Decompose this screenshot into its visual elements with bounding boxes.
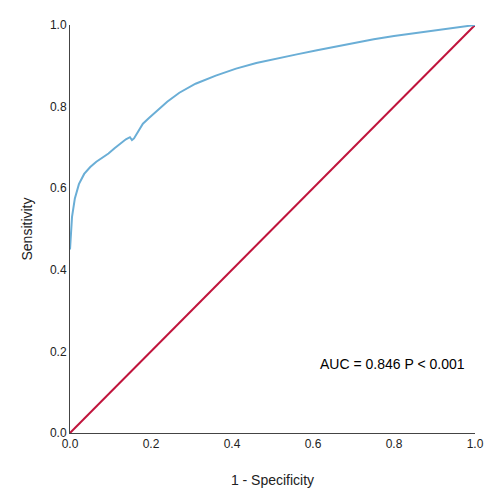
- svg-text:1 - Specificity: 1 - Specificity: [231, 472, 314, 488]
- svg-text:0.2: 0.2: [143, 437, 160, 451]
- svg-text:0.2: 0.2: [50, 345, 67, 359]
- svg-text:1.0: 1.0: [467, 437, 484, 451]
- svg-text:0.0: 0.0: [50, 426, 67, 440]
- svg-text:0.8: 0.8: [386, 437, 403, 451]
- svg-text:AUC = 0.846 P < 0.001: AUC = 0.846 P < 0.001: [320, 356, 465, 372]
- svg-text:Sensitivity: Sensitivity: [19, 197, 35, 260]
- svg-text:0.0: 0.0: [62, 437, 79, 451]
- svg-text:0.4: 0.4: [224, 437, 241, 451]
- svg-text:0.6: 0.6: [50, 181, 67, 195]
- svg-text:1.0: 1.0: [50, 18, 67, 32]
- svg-text:0.6: 0.6: [305, 437, 322, 451]
- svg-text:0.4: 0.4: [50, 263, 67, 277]
- svg-text:0.8: 0.8: [50, 100, 67, 114]
